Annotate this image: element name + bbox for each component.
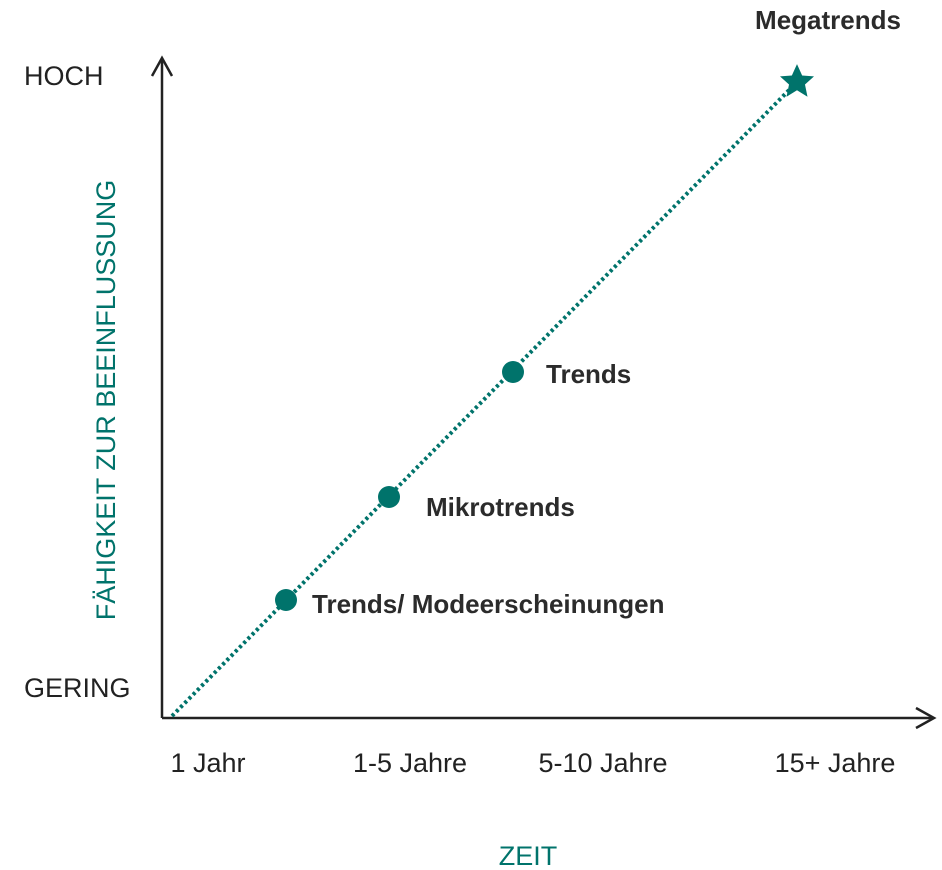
y-axis-label: FÄHIGKEIT ZUR BEEINFLUSSUNG xyxy=(91,180,121,621)
x-tick-label: 5-10 Jahre xyxy=(538,748,667,778)
node-star xyxy=(779,64,815,97)
x-axis-label: ZEIT xyxy=(499,841,558,870)
node-dot xyxy=(502,361,524,383)
x-arrow xyxy=(915,706,937,730)
y-high-label: HOCH xyxy=(24,61,104,91)
node-label: Trends/ Modeerscheinungen xyxy=(312,589,665,619)
x-tick-label: 1-5 Jahre xyxy=(353,748,467,778)
y-arrow xyxy=(150,55,174,77)
y-low-label: GERING xyxy=(24,673,131,703)
node-dot xyxy=(275,589,297,611)
node-label: Megatrends xyxy=(755,5,901,35)
node-label: Mikrotrends xyxy=(426,492,575,522)
trend-line xyxy=(170,80,799,718)
x-tick-label: 15+ Jahre xyxy=(775,748,896,778)
node-dot xyxy=(378,486,400,508)
node-label: Trends xyxy=(546,359,631,389)
x-tick-label: 1 Jahr xyxy=(170,748,245,778)
